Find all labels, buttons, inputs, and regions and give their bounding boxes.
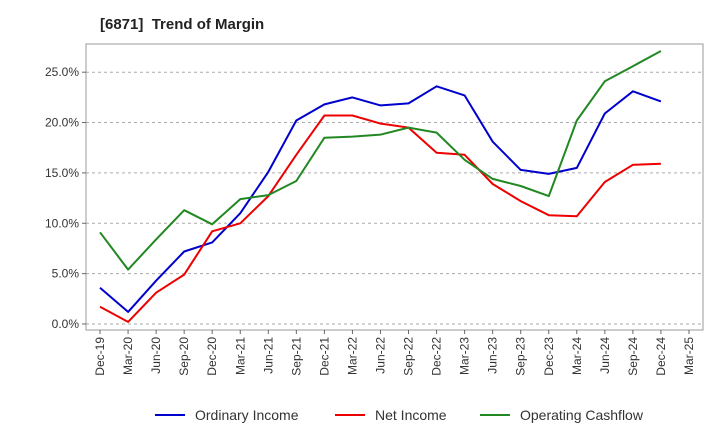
y-axis: 0.0% 5.0% 10.0% 15.0% 20.0% 25.0% xyxy=(45,65,86,331)
y-tick-label: 0.0% xyxy=(52,317,80,331)
grid-lines xyxy=(86,71,703,325)
x-tick-label: Dec-24 xyxy=(654,337,668,376)
y-tick-label: 15.0% xyxy=(45,166,79,180)
series-line-net-income xyxy=(99,114,661,323)
legend-item-ordinary-income: Ordinary Income xyxy=(155,404,298,426)
y-tick-label: 25.0% xyxy=(45,65,79,79)
legend-item-net-income: Net Income xyxy=(335,404,447,426)
x-tick-label: Jun-22 xyxy=(373,337,387,374)
x-tick-label: Mar-22 xyxy=(345,337,359,375)
legend-label-operating-cashflow: Operating Cashflow xyxy=(520,407,643,423)
x-tick-label: Sep-21 xyxy=(289,337,303,376)
x-tick-label: Dec-20 xyxy=(205,337,219,376)
chart-title: [6871] Trend of Margin xyxy=(100,16,265,33)
series-line-ordinary-income xyxy=(99,85,662,313)
legend-swatch-net-income xyxy=(335,414,365,416)
x-tick-label: Mar-24 xyxy=(570,337,584,375)
x-tick-label: Dec-23 xyxy=(542,337,556,376)
x-tick-label: Sep-24 xyxy=(626,337,640,376)
x-tick-label: Sep-23 xyxy=(514,337,528,376)
x-tick-label: Jun-21 xyxy=(261,337,275,374)
series-line-operating-cashflow xyxy=(99,50,662,271)
x-tick-label: Mar-20 xyxy=(121,337,135,375)
x-tick-label: Sep-22 xyxy=(402,337,416,376)
y-tick-label: 5.0% xyxy=(52,267,80,281)
legend-label-ordinary-income: Ordinary Income xyxy=(195,407,299,423)
legend-item-operating-cashflow: Operating Cashflow xyxy=(480,404,643,426)
plot-area xyxy=(85,43,704,331)
x-tick-label: Dec-22 xyxy=(430,337,444,376)
legend: Ordinary Income Net Income Operating Cas… xyxy=(0,404,720,426)
x-tick-label: Dec-19 xyxy=(93,337,107,376)
x-tick-label: Dec-21 xyxy=(317,337,331,376)
x-tick-label: Mar-25 xyxy=(682,337,696,375)
legend-swatch-ordinary-income xyxy=(155,414,185,416)
x-tick-label: Jun-23 xyxy=(486,337,500,374)
y-tick-label: 20.0% xyxy=(45,116,79,130)
legend-swatch-operating-cashflow xyxy=(480,414,510,416)
x-tick-label: Jun-20 xyxy=(149,337,163,374)
x-tick-label: Jun-24 xyxy=(598,337,612,374)
x-tick-label: Mar-21 xyxy=(233,337,247,375)
series-lines xyxy=(99,50,662,323)
x-tick-label: Mar-23 xyxy=(458,337,472,375)
x-tick-label: Sep-20 xyxy=(177,337,191,376)
x-axis: Dec-19 Mar-20 Jun-20 Sep-20 Dec-20 Mar-21 Jun-… xyxy=(93,330,696,376)
y-tick-label: 10.0% xyxy=(45,216,79,230)
legend-label-net-income: Net Income xyxy=(375,407,447,423)
